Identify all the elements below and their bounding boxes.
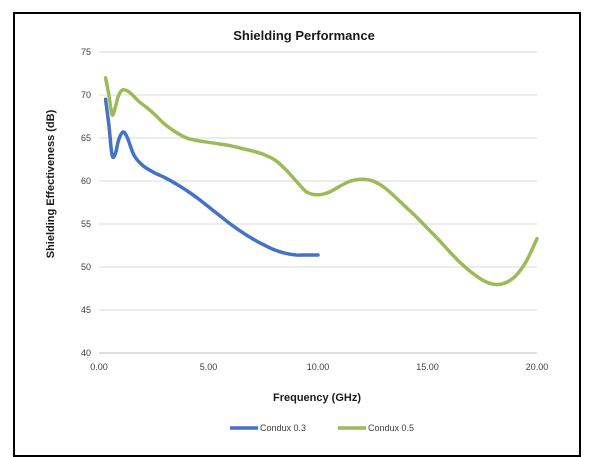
x-axis-title: Frequency (GHz) bbox=[273, 392, 361, 404]
legend-label-condux-0-3: Condux 0.3 bbox=[260, 423, 306, 433]
x-tick-label: 5.00 bbox=[200, 362, 218, 372]
y-tick-labels: 40 45 50 55 60 65 70 75 bbox=[81, 47, 91, 358]
x-tick-label: 0.00 bbox=[90, 362, 108, 372]
x-tick-label: 20.00 bbox=[526, 362, 549, 372]
y-tick-label: 40 bbox=[81, 348, 91, 358]
y-tick-label: 70 bbox=[81, 90, 91, 100]
x-tick-label: 15.00 bbox=[416, 362, 439, 372]
x-tick-labels: 0.00 5.00 10.00 15.00 20.00 bbox=[90, 362, 548, 372]
series-line-condux-0-5 bbox=[103, 76, 539, 287]
chart-title: Shielding Performance bbox=[233, 28, 375, 43]
series-line-condux-0-3 bbox=[103, 97, 320, 257]
y-tick-label: 45 bbox=[81, 305, 91, 315]
gridlines bbox=[99, 51, 537, 354]
legend-label-condux-0-5: Condux 0.5 bbox=[368, 423, 414, 433]
y-axis-title: Shielding Effectiveness (dB) bbox=[45, 109, 57, 258]
y-tick-label: 55 bbox=[81, 219, 91, 229]
y-tick-label: 60 bbox=[81, 176, 91, 186]
series-lines bbox=[103, 76, 539, 287]
y-tick-label: 50 bbox=[81, 262, 91, 272]
x-tick-label: 10.00 bbox=[307, 362, 330, 372]
y-tick-label: 65 bbox=[81, 133, 91, 143]
legend: Condux 0.3 Condux 0.5 bbox=[230, 423, 414, 433]
y-tick-label: 75 bbox=[81, 47, 91, 57]
